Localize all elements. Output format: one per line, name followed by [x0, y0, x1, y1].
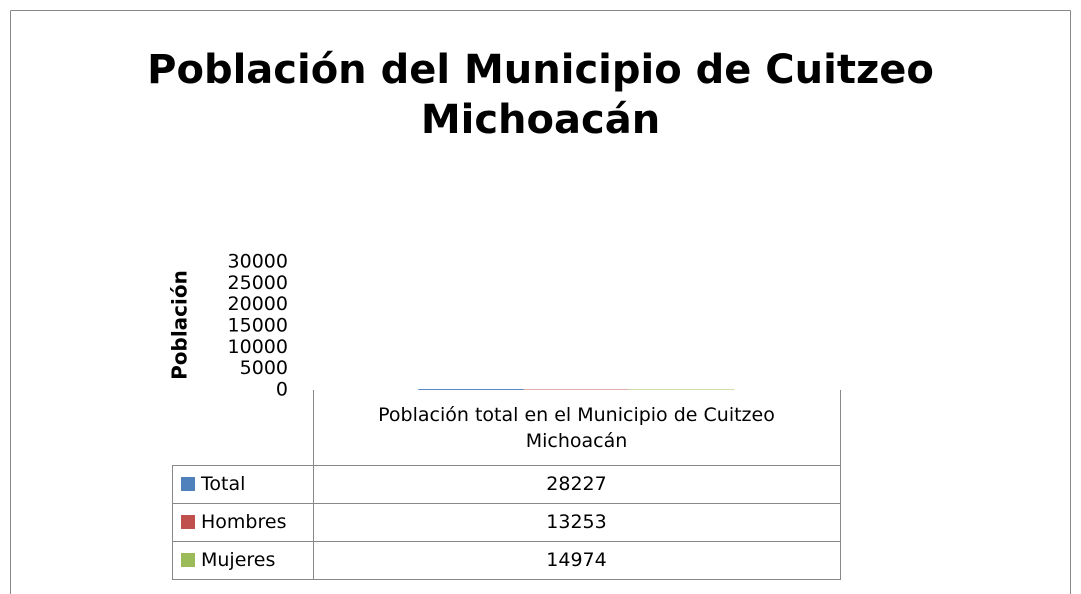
table-value: 13253	[546, 511, 607, 533]
chart-title: Población del Municipio de Cuitzeo Micho…	[147, 47, 934, 143]
legend-entry: Mujeres	[181, 541, 311, 579]
legend-key	[181, 553, 195, 567]
table-category: Población total en el Municipio de Cuitz…	[378, 404, 775, 452]
table-value: 28227	[546, 473, 607, 495]
legend-key	[181, 515, 195, 529]
y-tick-label: 25000	[228, 272, 288, 294]
table-value: 14974	[546, 549, 607, 571]
y-tick-label: 0	[276, 379, 288, 401]
y-tick-label: 30000	[228, 251, 288, 273]
legend-key	[181, 477, 195, 491]
bar	[418, 389, 524, 390]
legend-entry: Hombres	[181, 503, 311, 541]
legend-label: Mujeres	[201, 549, 276, 571]
y-tick-label: 5000	[240, 357, 288, 379]
legend-label: Hombres	[201, 511, 287, 533]
y-axis-label: Población	[168, 270, 192, 380]
y-tick-label: 20000	[228, 293, 288, 315]
y-tick-label: 10000	[228, 336, 288, 358]
legend-label: Total	[201, 473, 246, 495]
legend-entry: Total	[181, 465, 311, 503]
y-tick-label: 15000	[228, 315, 288, 337]
